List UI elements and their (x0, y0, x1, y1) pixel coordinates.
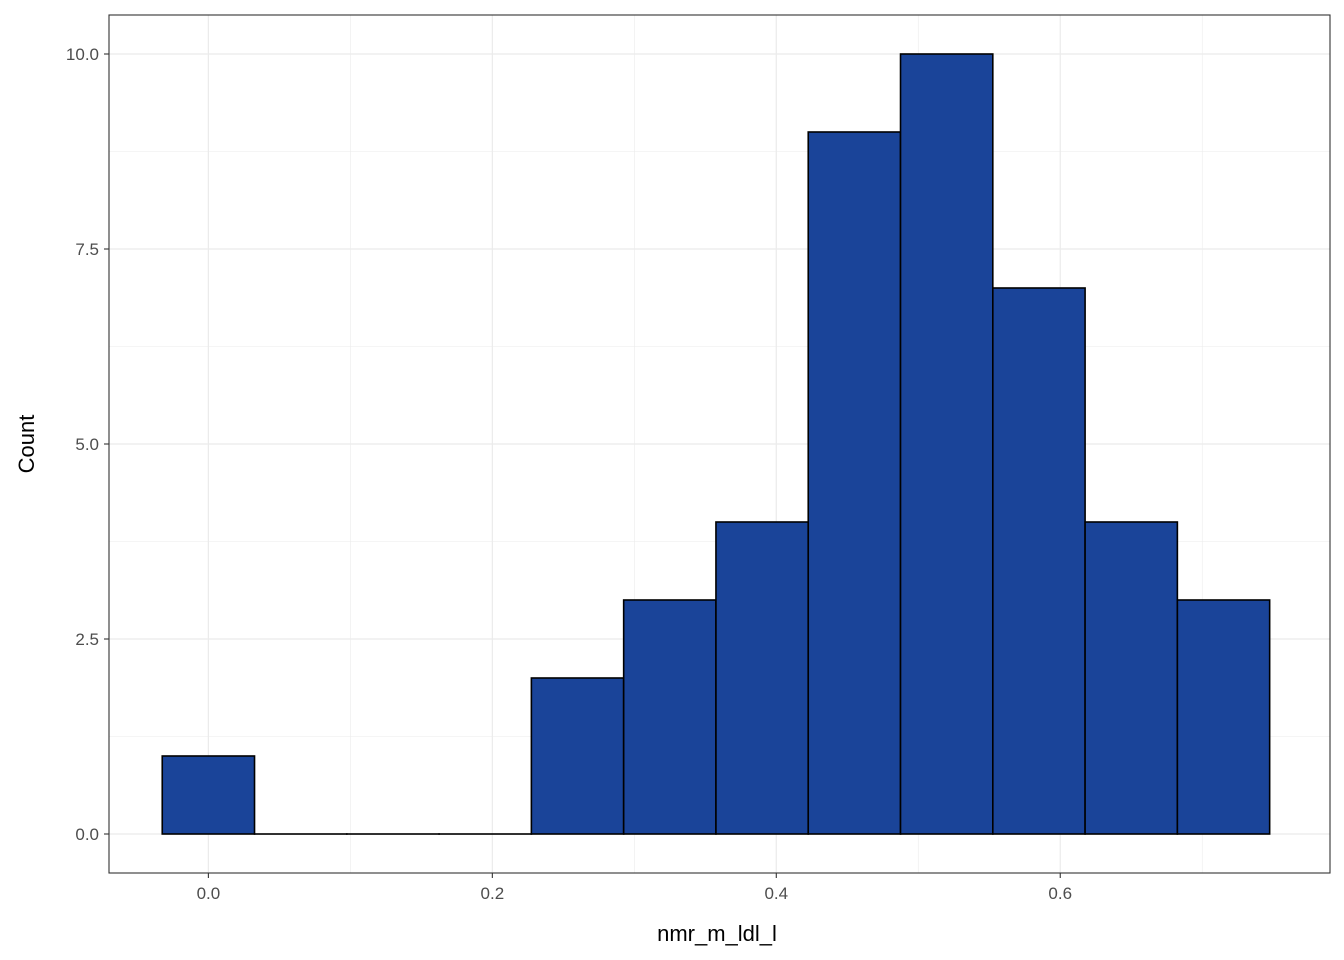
y-tick-label: 5.0 (75, 435, 99, 454)
y-axis-title: Count (14, 415, 39, 474)
y-tick-label: 10.0 (66, 45, 99, 64)
y-tick-label: 7.5 (75, 240, 99, 259)
x-axis-title: nmr_m_ldl_l (657, 921, 777, 946)
histogram-bar (1084, 521, 1179, 835)
y-tick-label: 2.5 (75, 630, 99, 649)
histogram-bar (1176, 599, 1271, 835)
y-axis: 0.0 2.5 5.0 7.5 10.0 (66, 45, 109, 844)
x-axis: 0.0 0.2 0.4 0.6 (197, 873, 1072, 903)
histogram-bar (530, 677, 625, 835)
histogram-bars (161, 53, 1271, 835)
histogram-bar (715, 521, 810, 835)
histogram-bar (992, 287, 1086, 835)
x-tick-label: 0.6 (1048, 884, 1072, 903)
x-tick-label: 0.4 (764, 884, 788, 903)
histogram-bar (899, 53, 994, 835)
y-tick-label: 0.0 (75, 825, 99, 844)
histogram-bar (807, 131, 902, 835)
histogram-bar (161, 755, 256, 835)
x-tick-label: 0.0 (197, 884, 221, 903)
x-tick-label: 0.2 (481, 884, 505, 903)
histogram-bar (622, 599, 717, 835)
